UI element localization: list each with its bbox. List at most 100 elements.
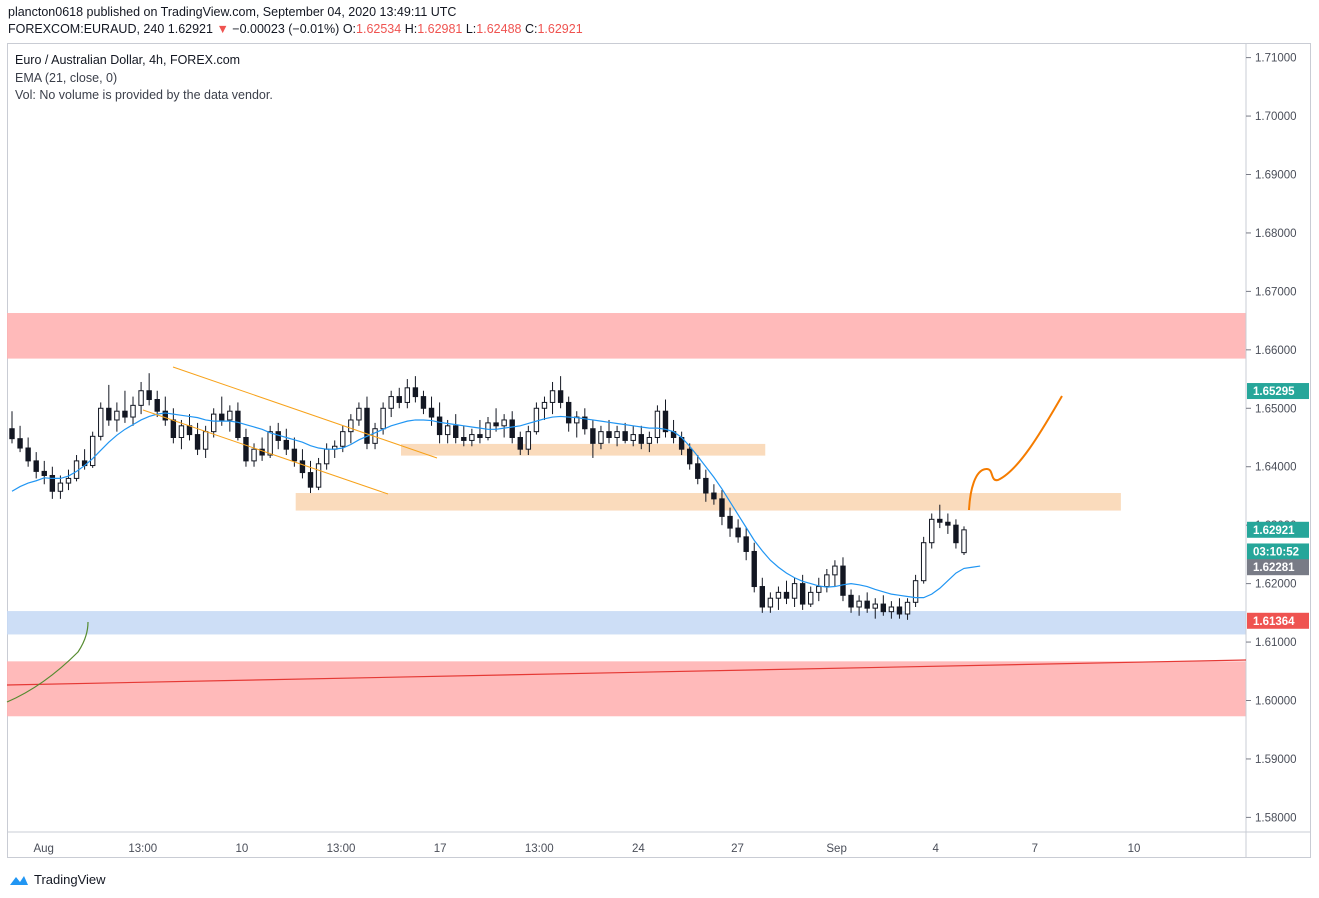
y-tick-label: 1.61000	[1255, 637, 1297, 649]
candle-body-down	[477, 434, 483, 439]
candle	[420, 390, 427, 415]
candle-body-up	[89, 435, 96, 467]
close-value: 1.62921	[537, 22, 583, 36]
candle	[283, 428, 290, 456]
tradingview-logo[interactable]: TradingView	[8, 872, 106, 887]
candle-body-up	[630, 434, 636, 441]
candle	[493, 408, 499, 432]
y-tick-label: 1.68000	[1255, 228, 1297, 240]
candle-body-down	[751, 550, 757, 588]
candle	[33, 452, 39, 479]
low-value: 1.62488	[476, 22, 522, 36]
candle-body-down	[9, 428, 15, 440]
candle-body-up	[227, 410, 233, 421]
x-tick-label: 27	[731, 843, 744, 855]
candle-body-up	[388, 396, 394, 409]
candle	[622, 422, 628, 444]
candle-body-down	[517, 437, 523, 450]
candle-body-up	[791, 583, 798, 599]
candle	[719, 490, 725, 526]
candle	[695, 455, 701, 485]
candle	[307, 460, 314, 494]
candle	[888, 601, 895, 619]
price-label-text: 1.65295	[1253, 386, 1295, 398]
price-label-text: 1.62281	[1253, 562, 1295, 574]
candle	[565, 396, 572, 432]
candle	[364, 396, 370, 450]
candle	[614, 425, 620, 447]
symbol-text: FOREXCOM:EURAUD, 240	[8, 22, 165, 36]
candle-body-up	[130, 404, 136, 418]
candle-body-down	[743, 536, 749, 552]
candle-body-up	[533, 407, 540, 433]
candle	[49, 466, 56, 499]
candle-body-up	[340, 431, 346, 447]
candle	[235, 402, 241, 441]
y-tick-label: 1.58000	[1255, 812, 1297, 824]
candle-body-down	[170, 419, 177, 439]
candle-body-down	[436, 416, 443, 436]
candle	[808, 586, 814, 607]
y-tick-label: 1.65000	[1255, 403, 1297, 415]
candle	[89, 431, 96, 468]
candle-body-down	[590, 428, 596, 444]
candle	[896, 598, 903, 619]
candle-body-down	[686, 448, 693, 465]
candle	[856, 595, 862, 616]
candle	[751, 542, 757, 593]
candle-body-up	[114, 410, 120, 421]
candle	[646, 431, 653, 453]
candle	[840, 557, 846, 602]
candle-body-down	[49, 474, 56, 492]
candle-body-down	[307, 472, 314, 488]
candle	[598, 425, 604, 450]
candle	[662, 399, 669, 438]
x-tick-label: 7	[1032, 843, 1038, 855]
candle-body-up	[767, 597, 774, 608]
candle-body-down	[582, 416, 588, 430]
candle	[469, 428, 475, 447]
candle	[525, 425, 532, 456]
candle-body-down	[880, 603, 887, 613]
candle	[767, 592, 774, 613]
chart-frame[interactable]	[7, 43, 1311, 858]
x-tick-label: 24	[632, 843, 645, 855]
candle	[388, 390, 394, 418]
open-label: O:	[342, 22, 357, 36]
candle	[227, 405, 233, 432]
ohlc-bar: FOREXCOM:EURAUD, 240 1.62921 ▼ −0.00023 …	[8, 22, 583, 36]
candle	[25, 437, 31, 467]
candle-body-down	[41, 470, 47, 476]
y-tick-label: 1.70000	[1255, 111, 1297, 123]
candle-body-down	[735, 527, 741, 538]
channel-upper-line	[172, 366, 438, 459]
candle-body-down	[493, 422, 499, 427]
price-label-box	[1247, 612, 1309, 629]
legend-ema[interactable]: EMA (21, close, 0)	[15, 71, 118, 85]
candle	[848, 589, 854, 613]
candle	[146, 373, 152, 406]
tradingview-brand: TradingView	[34, 872, 106, 887]
candle	[501, 414, 507, 438]
open-value: 1.62534	[356, 22, 402, 36]
candle	[654, 405, 661, 444]
candle-body-down	[186, 425, 193, 436]
support-zone-blue	[7, 611, 1246, 635]
x-tick-label: 4	[933, 843, 940, 855]
resistance-zone	[7, 313, 1246, 359]
candle	[106, 384, 112, 426]
candle-body-up	[654, 410, 661, 439]
candle-body-down	[17, 438, 23, 449]
down-arrow-icon: ▼	[216, 22, 229, 36]
candle	[549, 381, 556, 415]
candle-body-up	[775, 591, 782, 599]
candle-body-down	[412, 387, 419, 398]
ema-line	[11, 412, 981, 599]
candle-body-up	[824, 574, 830, 588]
candle	[243, 428, 249, 467]
candle-body-up	[267, 431, 273, 456]
x-tick-label: 13:00	[525, 843, 554, 855]
candle	[461, 425, 467, 447]
candle-body-down	[638, 434, 644, 444]
